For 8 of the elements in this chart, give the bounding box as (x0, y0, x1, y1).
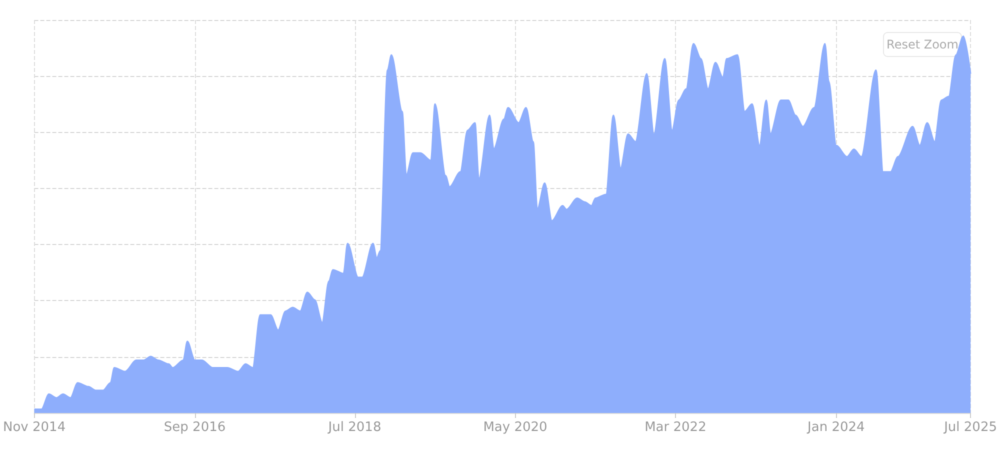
x-tick-label: Nov 2014 (2, 420, 66, 435)
x-tick-label: Jul 2025 (943, 420, 997, 435)
x-tick-label: Jan 2024 (806, 420, 865, 435)
x-tick-label: Sep 2016 (164, 420, 226, 435)
x-tick-label: Mar 2022 (644, 420, 706, 435)
x-tick-label: May 2020 (483, 420, 548, 435)
annotation: Reset Zoom (886, 38, 958, 52)
x-tick-label: Jul 2018 (327, 420, 382, 435)
